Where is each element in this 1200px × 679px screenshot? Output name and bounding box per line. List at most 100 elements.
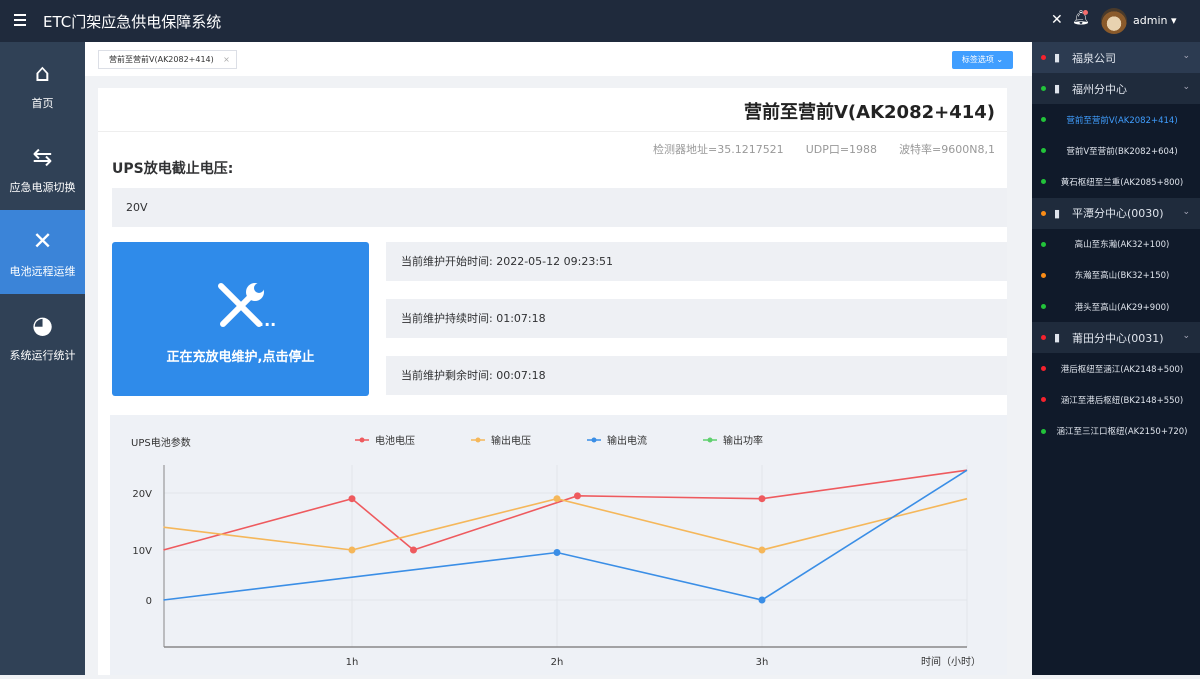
status-dot bbox=[1041, 303, 1046, 309]
status-dot bbox=[1041, 335, 1046, 341]
chevron-down-icon[interactable]: ⌄ bbox=[1182, 206, 1190, 217]
tree-item[interactable]: 港后枢纽至涵江(AK2148+500) bbox=[1032, 353, 1200, 384]
data-point bbox=[348, 495, 356, 503]
tree-group[interactable]: ▮ 平潭分中心(0030) ⌄ bbox=[1032, 197, 1200, 229]
username: admin bbox=[1133, 14, 1168, 27]
top-header: ETC门架应急供电保障系统 ✕ 🔔︎ admin ▾ bbox=[0, 0, 1200, 42]
legend-marker-dot bbox=[475, 437, 481, 443]
tag-options-button[interactable]: 标签选项 ⌄ bbox=[952, 51, 1013, 69]
status-dot bbox=[1041, 428, 1046, 434]
data-point bbox=[573, 492, 581, 500]
stop-maintenance-button[interactable]: ... 正在充放电维护,点击停止 bbox=[112, 242, 369, 396]
legend-label: 输出功率 bbox=[723, 434, 763, 447]
group-name: 平潭分中心(0030) bbox=[1072, 207, 1164, 221]
tree-item[interactable]: 涵江至三江口枢纽(AK2150+720) bbox=[1032, 416, 1200, 447]
x-axis-label: 时间（小时） bbox=[921, 655, 981, 668]
group-name: 福州分中心 bbox=[1072, 82, 1127, 96]
legend-marker-dot bbox=[707, 437, 713, 443]
station-name: 港后枢纽至涵江(AK2148+500) bbox=[1060, 364, 1184, 375]
data-point bbox=[553, 549, 561, 556]
menu-icon[interactable] bbox=[14, 14, 26, 26]
chart-svg: UPS电池参数 0 10V 20V 1h 2h 3h 时间（小时） 电池电压 输出电压 输出电流 输… bbox=[131, 434, 981, 668]
notification-badge bbox=[1083, 10, 1088, 15]
data-point bbox=[348, 546, 356, 554]
page-title: 营前至营前V(AK2082+414) bbox=[743, 102, 995, 123]
tree-item[interactable]: 黄石枢纽至兰重(AK2085+800) bbox=[1032, 166, 1200, 197]
building-icon: ▮ bbox=[1054, 51, 1061, 64]
close-icon[interactable]: × bbox=[223, 55, 230, 64]
tab-current[interactable]: 营前至营前V(AK2082+414) × bbox=[98, 50, 237, 69]
status-dot bbox=[1041, 179, 1046, 185]
station-name: 高山至东瀚(AK32+100) bbox=[1074, 240, 1170, 251]
fullscreen-icon[interactable]: ✕ bbox=[1051, 12, 1063, 28]
tree-item[interactable]: 营前至营前V(AK2082+414) bbox=[1032, 104, 1200, 135]
status-dot bbox=[1041, 86, 1046, 91]
status-dot bbox=[1041, 210, 1046, 216]
sidebar-item-stats[interactable]: ◕ 系统运行统计 bbox=[0, 294, 85, 378]
data-point bbox=[758, 596, 766, 604]
chevron-down-icon[interactable]: ⌄ bbox=[1182, 82, 1190, 92]
building-icon: ▮ bbox=[1054, 331, 1061, 345]
duration-time: 当前维护持续时间: 01:07:18 bbox=[386, 299, 1007, 338]
tab-label: 营前至营前V(AK2082+414) bbox=[109, 55, 214, 64]
tree-item[interactable]: 高山至东瀚(AK32+100) bbox=[1032, 229, 1200, 260]
chart-title: UPS电池参数 bbox=[131, 436, 191, 449]
sidebar-item-label: 系统运行统计 bbox=[9, 349, 76, 362]
pie-chart-icon: ◕ bbox=[32, 311, 53, 339]
status-dot bbox=[1041, 117, 1046, 122]
legend-label: 电池电压 bbox=[375, 434, 415, 447]
status-dot bbox=[1041, 397, 1046, 403]
ups-cutoff-value: 20V bbox=[112, 188, 1007, 227]
tree-item[interactable]: 营前V至营前(BK2082+604) bbox=[1032, 135, 1200, 166]
y-tick-label: 20V bbox=[132, 489, 152, 500]
home-icon: ⌂ bbox=[34, 59, 51, 87]
y-tick-label: 0 bbox=[146, 596, 152, 607]
data-point bbox=[758, 546, 766, 554]
stop-maintenance-label: 正在充放电维护,点击停止 bbox=[166, 350, 315, 365]
station-name: 涵江至港后枢纽(BK2148+550) bbox=[1060, 395, 1184, 406]
series-line bbox=[163, 497, 968, 551]
x-tick-label: 2h bbox=[551, 657, 564, 668]
udp-port: UDP口=1988 bbox=[805, 143, 878, 156]
sidebar-item-label: 电池远程运维 bbox=[9, 265, 76, 278]
building-icon: ▮ bbox=[1054, 82, 1061, 95]
avatar[interactable] bbox=[1101, 8, 1127, 34]
station-tree: ▮ 福泉公司 ⌄ ▮ 福州分中心 ⌄ 营前至营前V(AK2082+414) 营前V至营前(BK… bbox=[1032, 42, 1200, 675]
sidebar-item-power-switch[interactable]: ⇆ 应急电源切换 bbox=[0, 126, 85, 210]
tree-group[interactable]: ▮ 福泉公司 ⌄ bbox=[1032, 42, 1200, 73]
app-title: ETC门架应急供电保障系统 bbox=[43, 13, 222, 31]
sidebar-item-home[interactable]: ⌂ 首页 bbox=[0, 42, 85, 126]
building-icon: ▮ bbox=[1054, 206, 1061, 220]
chevron-down-icon[interactable]: ⌄ bbox=[1182, 331, 1190, 342]
sidebar: ⌂ 首页 ⇆ 应急电源切换 ✕ 电池远程运维 ◕ 系统运行统计 bbox=[0, 42, 85, 675]
data-point bbox=[553, 495, 561, 503]
station-name: 营前至营前V(AK2082+414) bbox=[1066, 115, 1178, 126]
legend-label: 输出电流 bbox=[607, 434, 647, 447]
baud-rate: 波特率=9600N8,1 bbox=[899, 143, 995, 156]
tools-icon: ✕ bbox=[32, 227, 53, 255]
status-dot bbox=[1041, 148, 1046, 154]
sidebar-item-label: 首页 bbox=[31, 97, 54, 110]
y-tick-label: 10V bbox=[132, 546, 152, 557]
divider bbox=[98, 131, 1007, 132]
station-name: 东瀚至高山(BK32+150) bbox=[1074, 271, 1170, 282]
tree-item[interactable]: 涵江至港后枢纽(BK2148+550) bbox=[1032, 384, 1200, 415]
sidebar-item-label: 应急电源切换 bbox=[9, 181, 76, 194]
x-tick-label: 1h bbox=[346, 657, 359, 668]
tab-bar: 营前至营前V(AK2082+414) × 标签选项 ⌄ bbox=[85, 42, 1032, 76]
status-dot bbox=[1041, 366, 1046, 372]
station-name: 港头至高山(AK29+900) bbox=[1074, 302, 1170, 313]
station-name: 黄石枢纽至兰重(AK2085+800) bbox=[1060, 177, 1184, 188]
device-meta: 检测器地址=35.1217521 UDP口=1988 波特率=9600N8,1 bbox=[631, 141, 995, 157]
user-menu[interactable]: admin ▾ bbox=[1133, 14, 1177, 27]
tag-options-label: 标签选项 bbox=[961, 55, 994, 64]
station-name: 营前V至营前(BK2082+604) bbox=[1066, 146, 1178, 157]
sidebar-item-battery-ops[interactable]: ✕ 电池远程运维 bbox=[0, 210, 85, 294]
tree-group[interactable]: ▮ 福州分中心 ⌄ bbox=[1032, 73, 1200, 104]
tree-group[interactable]: ▮ 莆田分中心(0031) ⌄ bbox=[1032, 322, 1200, 354]
switch-arrows-icon: ⇆ bbox=[32, 143, 53, 171]
tree-item[interactable]: 东瀚至高山(BK32+150) bbox=[1032, 260, 1200, 291]
progress-dots: ... bbox=[258, 311, 277, 330]
tree-item[interactable]: 港头至高山(AK29+900) bbox=[1032, 291, 1200, 322]
chevron-down-icon[interactable]: ⌄ bbox=[1182, 51, 1190, 61]
